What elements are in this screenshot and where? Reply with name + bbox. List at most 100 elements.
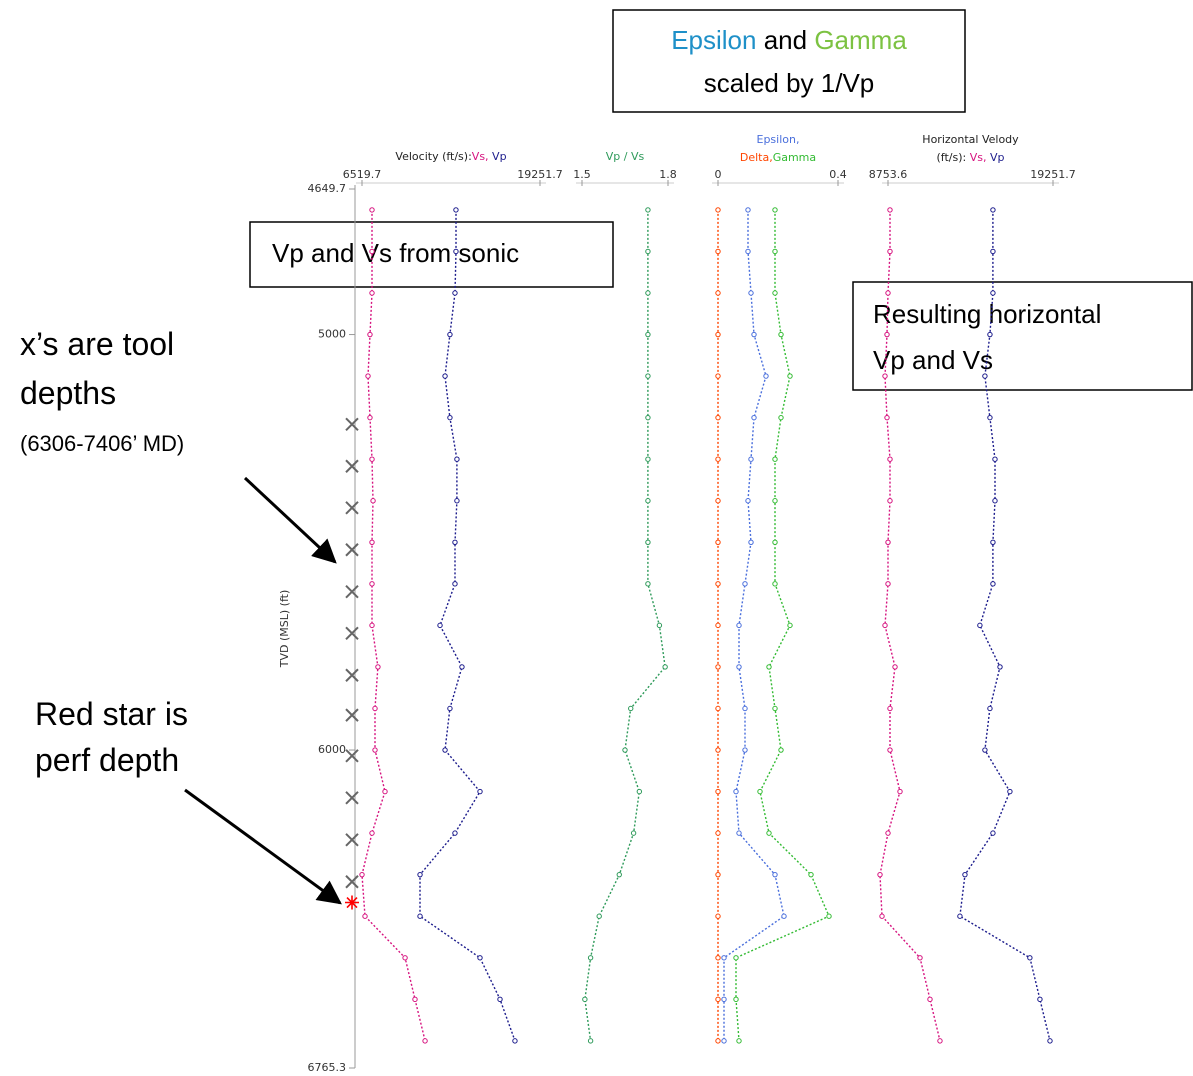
data-point: [369, 207, 375, 213]
data-point: [656, 622, 663, 629]
series-line: [419, 209, 516, 1042]
data-point: [596, 913, 602, 919]
tool-depth-marker: [345, 668, 359, 682]
data-point: [587, 955, 594, 961]
data-point: [375, 664, 381, 670]
data-point: [417, 913, 423, 919]
data-point: [422, 1038, 428, 1044]
data-point: [715, 955, 721, 961]
data-point: [992, 456, 998, 462]
data-point: [715, 705, 721, 712]
x-axis-label: Epsilon,: [757, 133, 800, 146]
data-point: [987, 331, 993, 338]
y-tick-label: 6000: [318, 743, 346, 756]
x-tick-label: 19251.7: [1030, 168, 1076, 181]
data-point: [362, 913, 368, 919]
data-point: [372, 705, 378, 712]
data-point: [742, 747, 748, 753]
x-tick-label: 1.5: [573, 168, 591, 181]
annotation-text: Resulting horizontal: [873, 299, 1101, 329]
x-axis-label-part: Vp: [990, 151, 1005, 164]
data-point: [645, 207, 651, 213]
data-point: [369, 539, 375, 545]
data-point: [882, 373, 888, 379]
data-point: [766, 830, 772, 836]
tool-depth-marker: [345, 749, 359, 763]
data-point: [736, 1038, 742, 1044]
tool-depth-marker: [345, 791, 359, 805]
data-point: [369, 290, 375, 296]
data-point: [645, 331, 651, 338]
data-point: [1007, 788, 1013, 795]
data-point: [447, 414, 453, 421]
data-point: [751, 331, 757, 338]
data-point: [887, 705, 893, 712]
annotation-text: x’s are tool: [20, 326, 174, 362]
x-tick-label: 6519.7: [343, 168, 382, 181]
data-point: [885, 290, 891, 296]
data-point: [772, 705, 778, 712]
data-point: [715, 498, 721, 504]
y-tick-label: 5000: [318, 328, 346, 341]
data-point: [987, 414, 993, 421]
data-point: [957, 913, 963, 919]
data-point: [412, 996, 418, 1003]
data-point: [962, 871, 968, 878]
data-point: [454, 498, 460, 504]
data-point: [772, 290, 778, 296]
data-point: [751, 414, 757, 421]
data-point: [645, 539, 651, 545]
tool-depth-marker: [345, 585, 359, 599]
x-axis-label: (ft/s): Vs, Vp: [937, 151, 1005, 164]
data-point: [628, 705, 634, 712]
tool-depth-marker: [345, 708, 359, 722]
data-point: [447, 705, 453, 712]
data-point: [772, 456, 778, 462]
annotation-text-part: Red star is: [35, 696, 188, 732]
x-axis-label-part: Vs,: [472, 150, 492, 163]
data-point: [645, 581, 651, 587]
x-axis-label-part: Horizontal Velody: [922, 133, 1019, 146]
annotation-text-part: scaled by 1/Vp: [704, 68, 875, 98]
annotation-text: perf depth: [35, 742, 179, 778]
data-point: [715, 788, 721, 795]
data-point: [826, 913, 832, 919]
data-point: [715, 331, 721, 338]
data-point: [715, 414, 721, 421]
data-point: [715, 1038, 721, 1044]
data-point: [402, 955, 408, 961]
tool-depth-marker: [345, 459, 359, 473]
data-point: [742, 705, 748, 712]
y-axis-label: TVD (MSL) (ft): [278, 590, 291, 668]
arrow: [243, 476, 337, 564]
data-point: [990, 207, 996, 213]
x-axis-label-part: Vp: [492, 150, 507, 163]
data-point: [715, 913, 721, 919]
data-point: [662, 664, 668, 670]
data-point: [721, 1038, 727, 1044]
data-point: [990, 830, 996, 836]
data-point: [982, 373, 988, 379]
annotation-box: [249, 221, 614, 288]
annotation-text-part: depths: [20, 375, 116, 411]
x-axis-label: Vp / Vs: [606, 150, 645, 163]
data-point: [587, 1038, 594, 1044]
annotation-text-part: Gamma: [814, 25, 907, 55]
data-point: [884, 414, 890, 421]
data-point: [512, 1038, 518, 1044]
annotation-text-part: Vp and Vs: [873, 345, 993, 375]
annotation-box: [852, 281, 1193, 391]
data-point: [772, 207, 778, 213]
data-point: [997, 664, 1003, 670]
data-point: [715, 996, 721, 1003]
data-point: [645, 248, 651, 255]
data-point: [778, 747, 784, 753]
data-point: [748, 539, 754, 545]
data-point: [885, 539, 891, 545]
data-point: [721, 996, 727, 1003]
data-point: [977, 622, 983, 629]
data-point: [622, 747, 628, 753]
x-tick-label: 0.4: [829, 168, 847, 181]
data-point: [772, 498, 778, 504]
